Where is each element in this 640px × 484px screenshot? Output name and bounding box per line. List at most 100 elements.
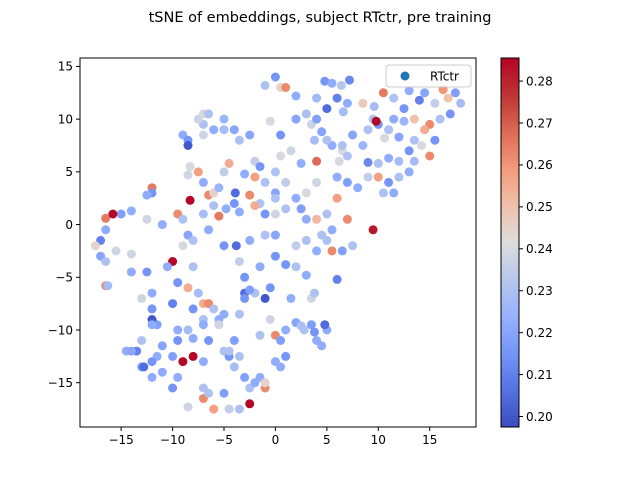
- scatter-point: [301, 270, 311, 280]
- scatter-point: [162, 262, 172, 272]
- scatter-point: [368, 225, 378, 235]
- scatter-point: [327, 225, 337, 235]
- y-tick-label: 0: [65, 218, 73, 232]
- scatter-point: [332, 172, 342, 182]
- scatter-point: [312, 214, 322, 224]
- scatter-point: [265, 315, 275, 324]
- scatter-point: [435, 114, 445, 124]
- colorbar-tick-label: 0.28: [526, 74, 553, 88]
- scatter-point: [281, 351, 291, 361]
- scatter-point: [301, 188, 311, 198]
- scatter-point: [371, 116, 381, 126]
- scatter-point: [296, 158, 306, 168]
- scatter-point: [245, 235, 255, 245]
- x-tick-label: 15: [422, 433, 437, 447]
- axes: −15 −10 −5 0 5 10 15 −15 −10 −5 0 5 10 15: [48, 57, 477, 447]
- scatter-point: [188, 235, 198, 245]
- scatter-point: [456, 98, 466, 108]
- scatter-point: [450, 88, 460, 98]
- scatter-point: [281, 260, 291, 270]
- scatter-point: [332, 193, 342, 203]
- colorbar-tick-label: 0.21: [526, 368, 553, 382]
- scatter-point: [193, 288, 203, 298]
- scatter-point: [276, 362, 286, 372]
- scatter-point: [336, 80, 346, 90]
- scatter-point: [250, 172, 260, 182]
- scatter-point: [185, 162, 195, 172]
- scatter-point: [373, 158, 383, 168]
- scatter-point: [301, 235, 311, 245]
- scatter-point: [430, 135, 440, 145]
- scatter-point: [229, 199, 239, 208]
- scatter-point: [214, 183, 224, 193]
- scatter-point: [209, 125, 219, 135]
- scatter-point: [111, 246, 121, 256]
- scatter-point: [363, 157, 373, 167]
- scatter-point: [332, 274, 342, 284]
- scatter-point: [338, 107, 348, 117]
- scatter-point: [193, 114, 203, 124]
- scatter-point: [281, 83, 291, 92]
- scatter-point: [204, 225, 214, 235]
- scatter-point: [378, 88, 388, 98]
- scatter-point: [157, 367, 167, 377]
- scatter-point: [299, 325, 309, 335]
- scatter-point: [414, 95, 424, 105]
- scatter-point: [240, 169, 250, 179]
- y-tick-label: 15: [58, 60, 73, 74]
- x-tick-label: −10: [160, 433, 185, 447]
- scatter-point: [389, 114, 399, 124]
- scatter-point: [214, 320, 224, 330]
- colorbar-tick-label: 0.23: [526, 284, 553, 298]
- scatter-point: [260, 209, 270, 219]
- scatter-point: [178, 241, 188, 251]
- scatter-point: [291, 262, 301, 272]
- scatter-point: [291, 193, 301, 203]
- scatter-point: [173, 336, 183, 345]
- scatter-point: [384, 177, 394, 187]
- scatter-point: [198, 177, 208, 187]
- scatter-point: [234, 207, 244, 217]
- scatter-point: [270, 209, 280, 219]
- scatter-point: [394, 156, 404, 166]
- scatter-point: [332, 93, 342, 103]
- scatter-point: [265, 116, 275, 126]
- scatter-point: [286, 146, 296, 156]
- scatter-point: [384, 125, 394, 135]
- scatter-point: [409, 114, 419, 124]
- scatter-point: [101, 225, 111, 235]
- scatter-point: [240, 293, 250, 303]
- scatter-point: [103, 281, 113, 291]
- scatter-point: [198, 130, 208, 140]
- scatter-point: [185, 195, 195, 205]
- scatter-point: [137, 293, 147, 303]
- scatter-point: [322, 235, 332, 245]
- scatter-point: [348, 130, 358, 140]
- scatter-point: [178, 357, 188, 367]
- scatter-point: [312, 246, 322, 256]
- colorbar-tick-label: 0.24: [526, 242, 553, 256]
- scatter-point: [322, 135, 332, 145]
- scatter-point: [291, 241, 301, 251]
- scatter-point: [142, 214, 152, 224]
- scatter-point: [157, 220, 167, 230]
- chart-title: tSNE of embeddings, subject RTctr, pre t…: [149, 10, 492, 26]
- scatter-point: [281, 325, 291, 335]
- scatter-point: [317, 341, 327, 351]
- scatter-point: [231, 241, 241, 251]
- scatter-point: [168, 351, 178, 361]
- scatter-point: [101, 213, 111, 223]
- scatter-point: [327, 78, 337, 88]
- x-tick-label: −15: [108, 433, 133, 447]
- scatter-point: [291, 114, 301, 124]
- scatter-point: [137, 336, 147, 345]
- x-tick-label: 10: [371, 433, 386, 447]
- colorbar-tick-label: 0.20: [526, 410, 553, 424]
- colorbar-tick-label: 0.27: [526, 116, 553, 130]
- scatter-point: [214, 211, 224, 221]
- scatter-point: [404, 86, 414, 96]
- scatter-point: [183, 141, 193, 150]
- scatter-point: [229, 362, 239, 372]
- scatter-point: [198, 357, 208, 367]
